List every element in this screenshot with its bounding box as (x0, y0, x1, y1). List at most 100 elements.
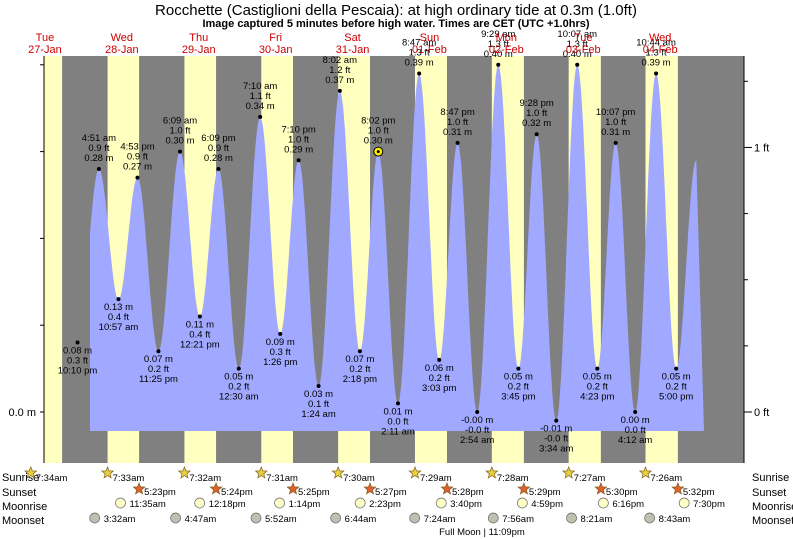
tide-ft-label: 1.0 ft (447, 117, 468, 128)
tide-m-label: 0.09 m (266, 337, 295, 348)
tide-ft-label: 1.1 ft (250, 91, 271, 102)
tide-m-label: 0.00 m (621, 415, 650, 426)
day-date-label: 29-Jan (182, 44, 216, 56)
sunset-star-icon (209, 482, 223, 495)
sunrise-time: 7:31am (266, 473, 298, 484)
moonrise-icon (435, 497, 447, 509)
tide-m-label: 0.31 m (601, 127, 630, 138)
tide-point (534, 132, 539, 137)
day-date-label: 04-Feb (643, 44, 678, 56)
tide-time-label: 8:02 am (323, 55, 357, 66)
tide-ft-label: 0.9 ft (208, 143, 229, 154)
tide-m-label: 0.37 m (325, 75, 354, 86)
tide-time-label: 4:53 pm (120, 142, 154, 153)
axes: 0.0 m 0 ft 1 ft (8, 56, 769, 463)
tide-m-label: 0.05 m (583, 372, 612, 383)
tide-point (554, 418, 559, 423)
day-date-label: 01-Feb (412, 44, 447, 56)
tide-point (96, 166, 101, 171)
moonrise-icon (354, 497, 366, 509)
moon-phase-label: Full Moon | 11:09pm (439, 527, 525, 538)
tide-m-label: 0.40 m (563, 49, 592, 60)
chart-title: Rocchette (Castiglioni della Pescaia): a… (155, 2, 637, 19)
moonset-icon (487, 512, 499, 524)
moonrise-row-label-right: Moonrise (752, 501, 793, 513)
tide-time-label: 3:03 pm (422, 383, 456, 394)
tide-point (258, 114, 263, 119)
moonrise-time: 4:59pm (531, 499, 563, 510)
moonset-icon (170, 512, 181, 524)
tide-ft-label: 0.2 ft (228, 382, 249, 393)
sunrise-star-icon (485, 466, 499, 479)
sunset-time: 5:27pm (375, 487, 407, 498)
tide-point (178, 149, 183, 154)
tide-m-label: 0.28 m (84, 153, 113, 164)
moonrise-icon (194, 497, 206, 509)
sunrise-time: 7:30am (343, 473, 375, 484)
tide-ft-label: 1.0 ft (368, 126, 389, 137)
tide-point (575, 62, 580, 67)
sunrise-star-icon (638, 466, 653, 479)
day-name-label: Sat (344, 32, 361, 44)
day-name-label: Wed (111, 32, 133, 44)
tide-point (278, 331, 283, 336)
chart-subtitle: Image captured 5 minutes before high wat… (202, 18, 589, 30)
sunrise-star-icon (100, 466, 115, 479)
tide-time-label: 10:10 pm (58, 366, 98, 377)
tide-time-label: 4:23 pm (580, 392, 614, 403)
sunrise-star-icon (24, 466, 38, 479)
moonset-time: 7:56am (502, 514, 534, 525)
tide-ft-label: 0.9 ft (88, 143, 109, 154)
tide-m-label: 0.32 m (522, 118, 551, 129)
tide-time-label: 10:44 am (636, 37, 676, 48)
tide-point (475, 410, 480, 414)
tide-point (437, 357, 442, 362)
tide-m-label: 0.39 m (405, 57, 434, 68)
moonrise-icon (274, 497, 285, 509)
tide-ft-label: 0.1 ft (308, 399, 329, 410)
tide-point (516, 366, 521, 371)
tide-time-label: 7:10 am (243, 81, 277, 92)
tide-m-label: 0.27 m (123, 162, 152, 173)
tide-point (197, 314, 202, 319)
day-date-label: 03-Feb (566, 44, 601, 56)
tide-m-label: 0.39 m (642, 57, 671, 68)
tide-point (674, 366, 679, 371)
moonrise-time: 1:14pm (289, 499, 321, 510)
tide-ft-label: 0.2 ft (148, 364, 169, 375)
tide-m-label: 0.01 m (383, 406, 412, 417)
tide-point (135, 175, 140, 180)
tide-time-label: 2:18 pm (343, 374, 377, 385)
tide-point (496, 62, 501, 67)
tide-time-label: 1:26 pm (263, 357, 297, 368)
tide-curve (90, 64, 704, 432)
sunrise-time: 7:27am (574, 473, 606, 484)
tide-ft-label: 0.4 ft (108, 312, 129, 323)
moonset-icon (250, 512, 262, 524)
tide-time-label: 6:09 pm (201, 133, 235, 144)
sunset-star-icon (132, 482, 146, 495)
moonset-row-label: Moonset (2, 515, 44, 527)
tide-time-label: 3:34 am (539, 444, 573, 455)
sunrise-time: 7:34am (36, 473, 68, 484)
moonset-time: 3:32am (104, 514, 136, 525)
tide-time-label: 7:10 pm (281, 124, 315, 135)
moonrise-time: 12:18pm (209, 499, 246, 510)
tide-time-label: 12:30 am (219, 392, 259, 403)
moonrise-icon (597, 497, 609, 509)
sunset-star-icon (286, 482, 300, 495)
sunrise-time: 7:33am (113, 473, 145, 484)
tide-ft-label: 0.2 ft (508, 382, 529, 393)
tide-ft-label: 1.0 ft (526, 108, 547, 119)
moonset-icon (330, 512, 342, 524)
right-axis-label: 1 ft (754, 142, 769, 154)
moonrise-time: 2:23pm (369, 499, 401, 510)
tide-m-label: 0.08 m (63, 346, 92, 357)
tide-m-label: 0.28 m (204, 153, 233, 164)
tide-point (337, 88, 342, 93)
tide-ft-label: 0.0 ft (625, 425, 646, 436)
tide-m-label: -0.00 m (461, 415, 493, 426)
tide-time-label: 10:57 am (99, 322, 139, 333)
sunset-row-label-right: Sunset (752, 487, 786, 499)
tide-time-label: 9:28 pm (520, 98, 554, 109)
